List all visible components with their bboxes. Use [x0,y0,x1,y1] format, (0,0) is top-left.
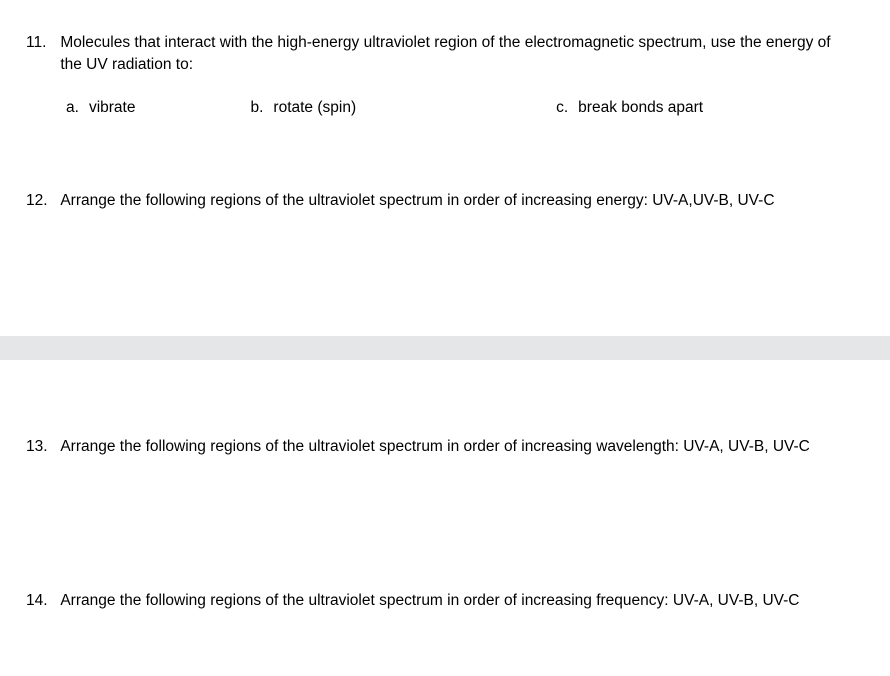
question-body: Arrange the following regions of the ult… [60,436,860,458]
worksheet-page: 11. Molecules that interact with the hig… [0,0,890,676]
question-body: Arrange the following regions of the ult… [60,590,860,612]
question-number: 11. [26,32,56,54]
question-number: 14. [26,590,56,612]
question-body: Molecules that interact with the high-en… [60,32,850,75]
option-letter: b. [250,97,263,119]
question-text: Arrange the following regions of the ult… [60,192,774,209]
option-text: vibrate [89,97,136,119]
question-text: Molecules that interact with the high-en… [60,34,830,73]
question-14: 14. Arrange the following regions of the… [26,590,866,612]
option-a: a. vibrate [66,97,135,119]
question-13: 13. Arrange the following regions of the… [26,436,866,458]
question-11: 11. Molecules that interact with the hig… [26,32,856,119]
option-text: break bonds apart [578,97,703,119]
option-c: c. break bonds apart [556,97,703,119]
question-text: Arrange the following regions of the ult… [60,438,810,455]
option-text: rotate (spin) [273,97,356,119]
option-letter: c. [556,97,568,119]
question-body: Arrange the following regions of the ult… [60,190,860,212]
question-12: 12. Arrange the following regions of the… [26,190,866,212]
question-number: 12. [26,190,56,212]
question-text: Arrange the following regions of the ult… [60,592,799,609]
question-11-options: a. vibrate b. rotate (spin) c. break bon… [56,97,856,119]
option-letter: a. [66,97,79,119]
option-b: b. rotate (spin) [250,97,356,119]
page-divider [0,336,890,360]
question-number: 13. [26,436,56,458]
